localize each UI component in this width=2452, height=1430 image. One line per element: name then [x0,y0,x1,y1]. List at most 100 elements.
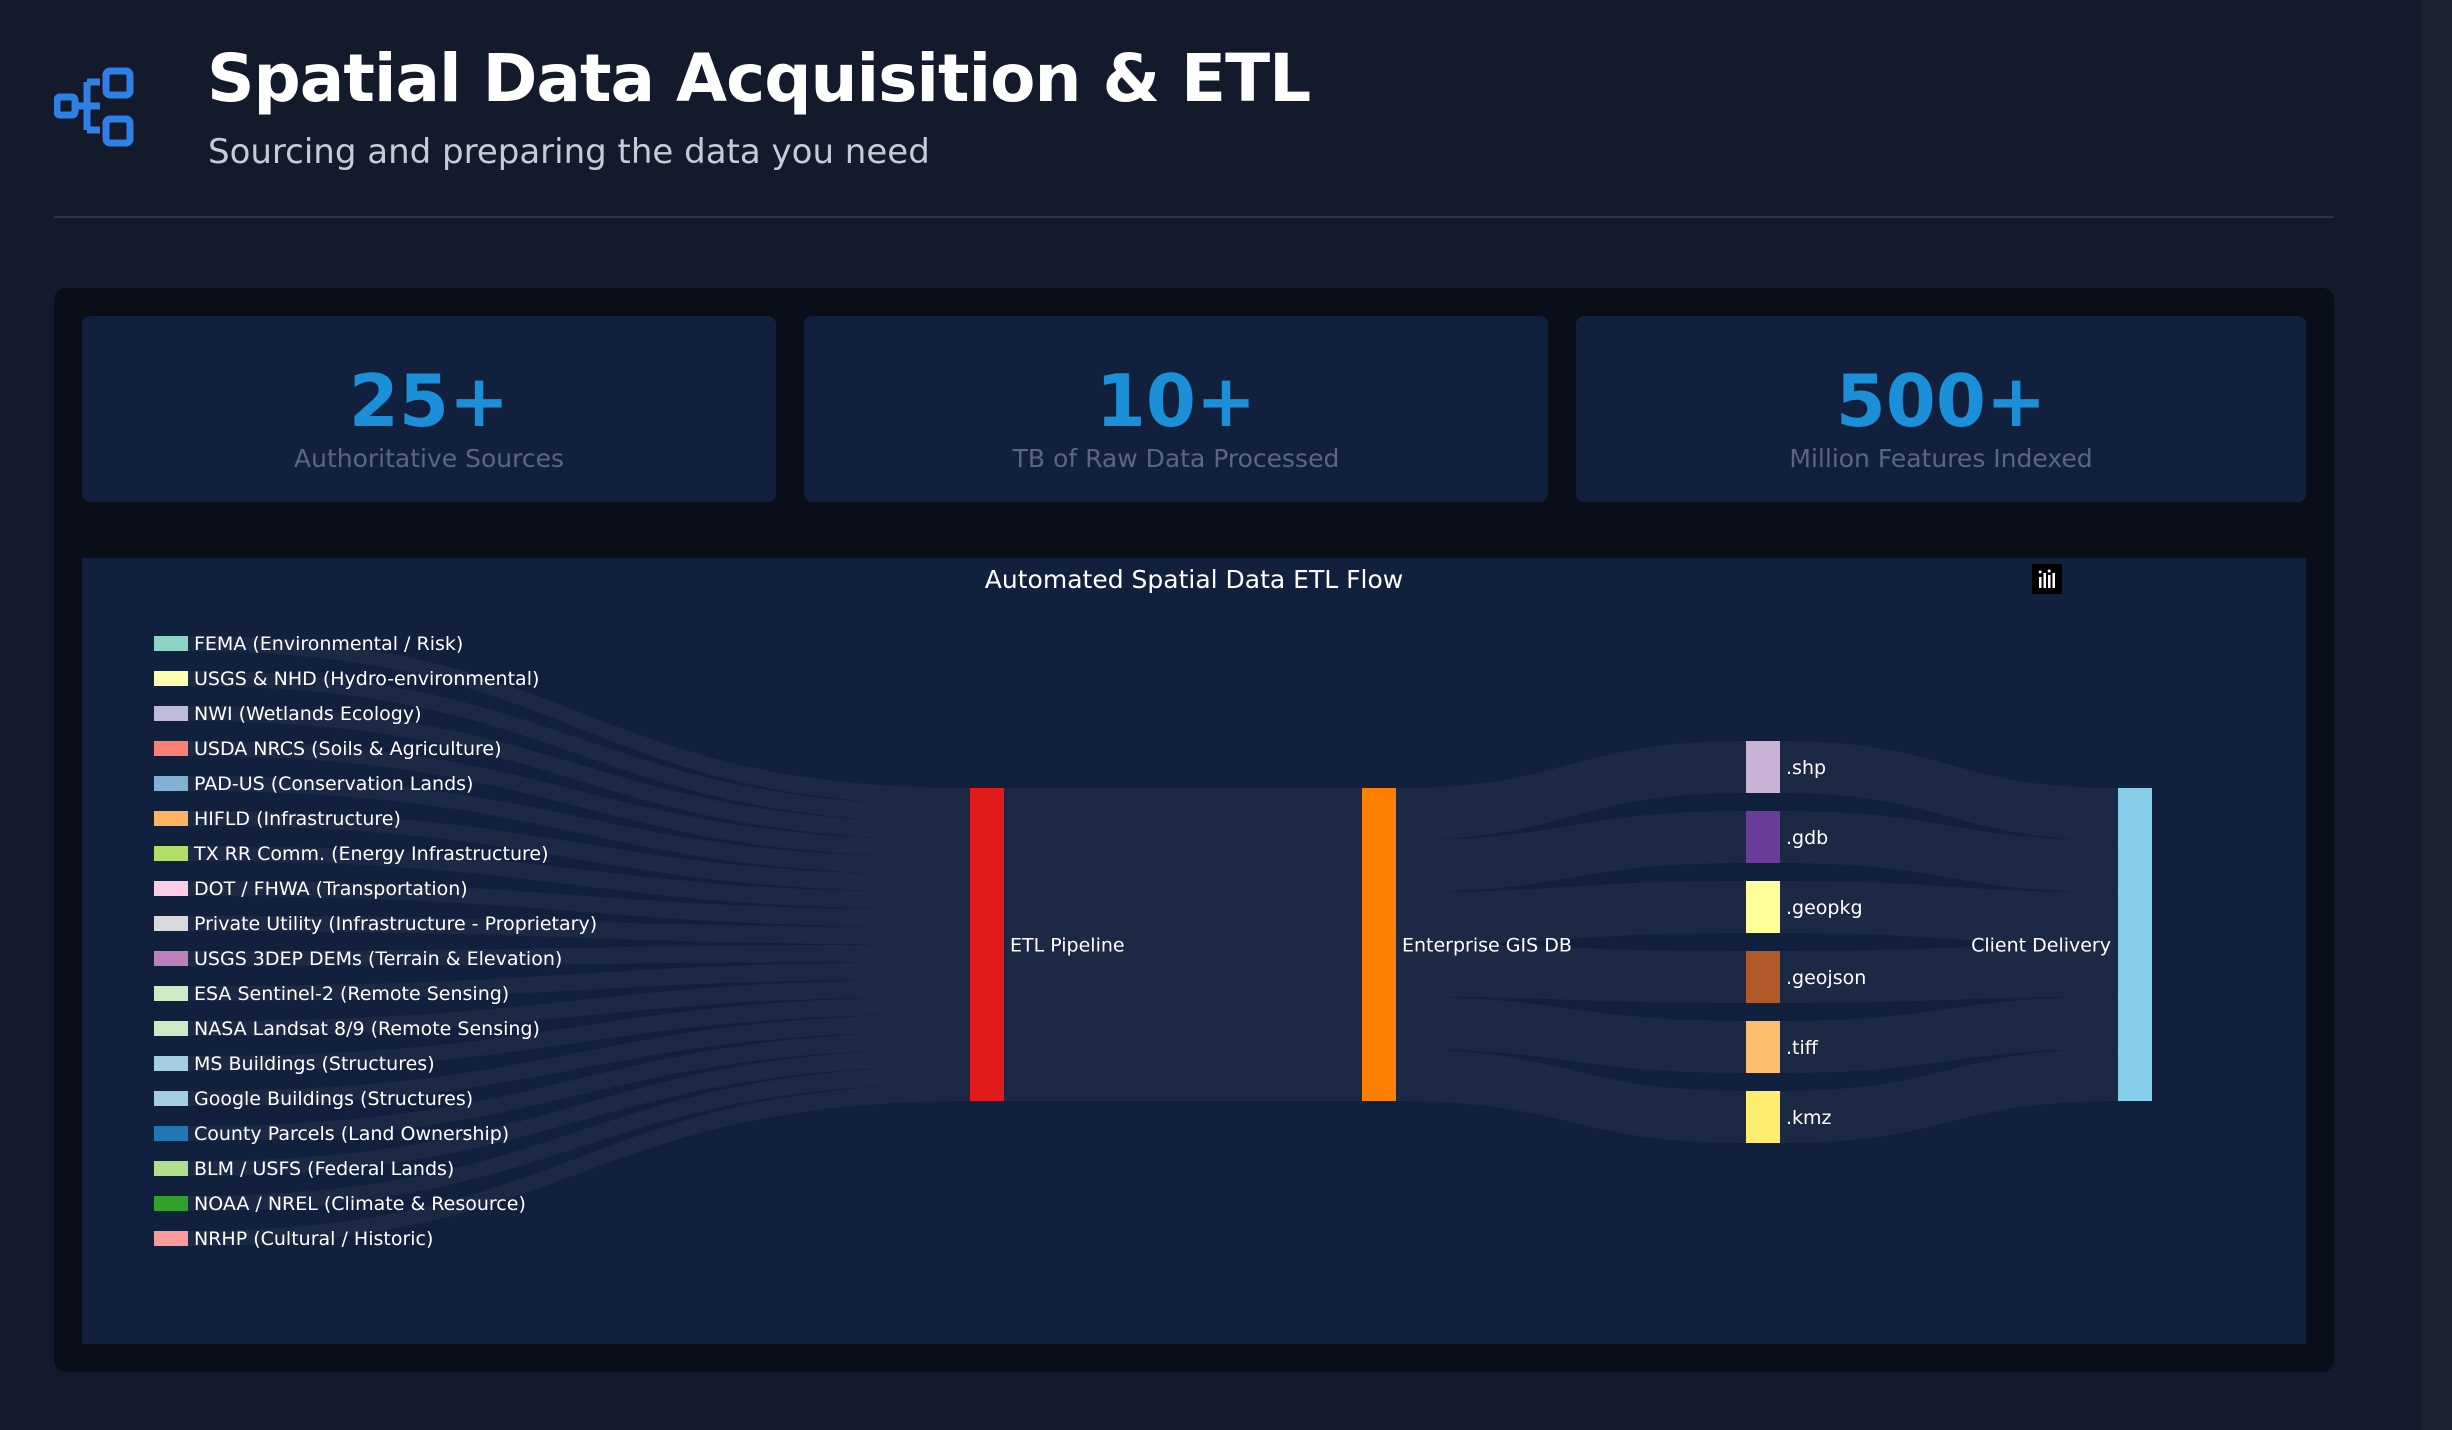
sankey-link [1004,788,1362,1101]
sankey-link [1396,881,1746,945]
sankey-link [188,1083,970,1246]
sankey-node-format [1746,1021,1780,1073]
sankey-link [1396,996,1746,1073]
workflow-nodes-icon [54,67,134,147]
sankey-label-source: Private Utility (Infrastructure - Propri… [194,913,597,935]
sankey-node-source [154,1091,188,1106]
sankey-node-source [154,951,188,966]
stat-label: Authoritative Sources [294,444,564,473]
sankey-label-source: County Parcels (Land Ownership) [194,1123,509,1145]
stat-card-sources: 25+ Authoritative Sources [82,316,776,502]
sankey-link [188,671,970,823]
sankey-link [1780,741,2118,841]
sankey-label-source: USGS 3DEP DEMs (Terrain & Elevation) [194,948,562,970]
sankey-link [1396,811,1746,893]
sankey-link [188,979,970,1036]
sankey-label-source: DOT / FHWA (Transportation) [194,878,468,900]
sankey-link [188,1031,970,1141]
page-subtitle: Sourcing and preparing the data you need [208,132,930,172]
stat-value: 10+ [1095,359,1257,443]
stat-label: Million Features Indexed [1789,444,2093,473]
sankey-node-format [1746,1091,1780,1143]
sankey-label-source: Google Buildings (Structures) [194,1088,473,1110]
sankey-link [1780,944,2118,1003]
sankey-node-format [1746,741,1780,793]
sankey-node-etl-pipeline [970,788,1004,1101]
sankey-node-source [154,776,188,791]
sankey-link [1780,881,2118,945]
lasso-select-icon[interactable] [2034,564,2176,596]
sankey-link [188,776,970,875]
sankey-link [188,1066,970,1211]
sankey-label-format: .shp [1786,757,1826,779]
sankey-node-source [154,1056,188,1071]
plotly-logo-icon[interactable] [2032,564,2288,596]
sankey-label-source: ESA Sentinel-2 (Remote Sensing) [194,983,509,1005]
sankey-link [188,1048,970,1176]
sankey-link [188,961,970,1001]
sankey-label-source: BLM / USFS (Federal Lands) [194,1158,454,1180]
sankey-link [188,944,970,966]
home-icon[interactable] [2033,564,2232,596]
sankey-link [188,846,970,910]
box-select-icon[interactable] [2032,564,2120,596]
sankey-node-source [154,636,188,651]
sankey-label-source: USGS & NHD (Hydro-environmental) [194,668,539,690]
sankey-node-source [154,671,188,686]
sankey-label-target: Client Delivery [1971,935,2111,957]
sankey-link [188,916,970,945]
sankey-node-format [1746,811,1780,863]
sankey-link [1396,741,1746,841]
sankey-label-stage: ETL Pipeline [1010,935,1125,957]
sankey-label-source: USDA NRCS (Soils & Agriculture) [194,738,502,760]
page-header: Spatial Data Acquisition & ETL Sourcing … [54,40,2334,218]
sankey-label-source: NOAA / NREL (Climate & Resource) [194,1193,526,1215]
sankey-node-source [154,1161,188,1176]
sankey-node-source [154,881,188,896]
sankey-node-source [154,1126,188,1141]
sankey-node-source [154,741,188,756]
sankey-label-source: MS Buildings (Structures) [194,1053,435,1075]
sankey-link [188,706,970,841]
sankey-node-source [154,846,188,861]
sankey-node-source [154,706,188,721]
sankey-node-format [1746,951,1780,1003]
sankey-label-format: .gdb [1786,827,1828,849]
sankey-node-source [154,1231,188,1246]
sankey-node-client-delivery [2118,788,2152,1101]
stat-label: TB of Raw Data Processed [1012,444,1340,473]
sankey-node-source [154,1021,188,1036]
sankey-link [188,1014,970,1106]
stat-value: 500+ [1835,359,2047,443]
sankey-link [1396,1048,1746,1143]
sankey-label-format: .geojson [1786,967,1866,989]
sankey-label-source: NRHP (Cultural / Historic) [194,1228,433,1250]
sankey-label-format: .tiff [1786,1037,1819,1059]
sankey-node-source [154,811,188,826]
dashboard-panel: 25+ Authoritative Sources 10+ TB of Raw … [54,288,2334,1372]
sankey-link [1780,811,2118,893]
sankey-link [1396,944,1746,1003]
sankey-link [1780,996,2118,1073]
sankey-label-source: FEMA (Environmental / Risk) [194,633,463,655]
sankey-node-gis-db [1362,788,1396,1101]
sankey-label-source: TX RR Comm. (Energy Infrastructure) [193,843,549,865]
sankey-node-source [154,1196,188,1211]
sankey-chart: Automated Spatial Data ETL Flow FEMA (Env… [82,558,2306,1344]
sankey-link [188,996,970,1071]
stat-card-data-processed: 10+ TB of Raw Data Processed [804,316,1548,502]
sankey-label-source: NASA Landsat 8/9 (Remote Sensing) [194,1018,540,1040]
sankey-label-source: HIFLD (Infrastructure) [194,808,401,830]
sankey-link [188,811,970,893]
sankey-link [1780,1048,2118,1143]
sankey-link [188,881,970,928]
sankey-node-format [1746,881,1780,933]
sankey-link [188,741,970,858]
page-scrollbar[interactable] [2421,0,2452,1430]
stat-value: 25+ [348,359,510,443]
sankey-label-source: PAD-US (Conservation Lands) [194,773,473,795]
chart-modebar [2032,564,2288,596]
chart-title: Automated Spatial Data ETL Flow [985,565,1403,594]
page-title: Spatial Data Acquisition & ETL [207,40,1311,117]
stat-card-features-indexed: 500+ Million Features Indexed [1576,316,2306,502]
